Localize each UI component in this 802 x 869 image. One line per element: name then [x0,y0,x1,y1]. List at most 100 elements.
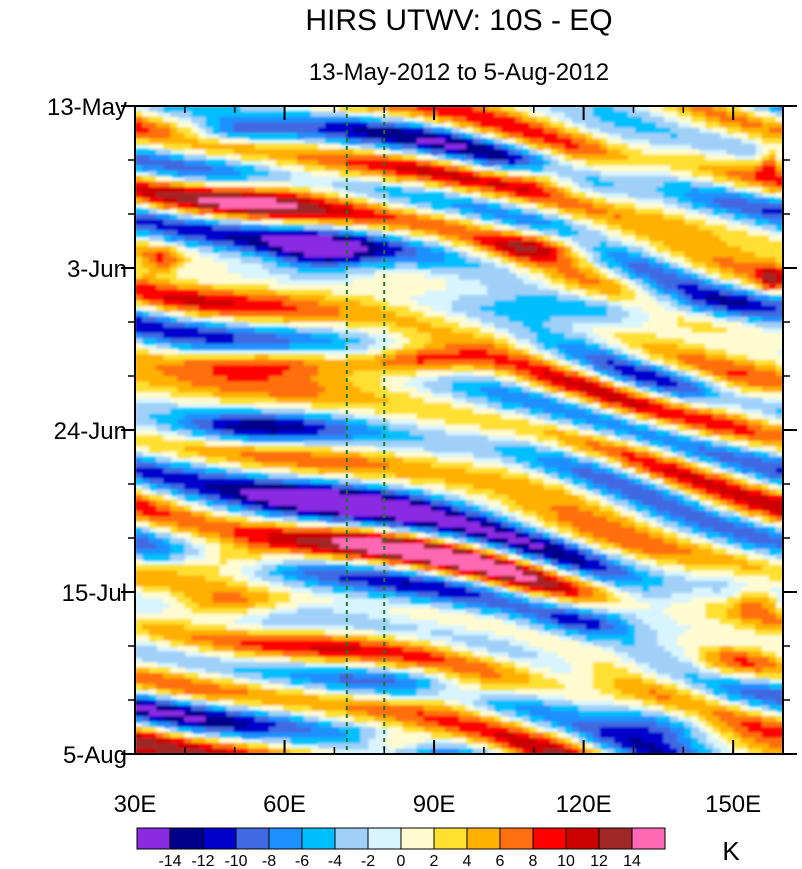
heatmap-cell [747,176,756,183]
heatmap-cell [325,133,334,140]
heatmap-cell [557,332,566,340]
heatmap-cell [381,257,390,264]
heatmap-cell [198,343,207,350]
heatmap-cell [677,349,686,356]
heatmap-cell [670,181,679,188]
heatmap-cell [613,154,622,161]
heatmap-cell [522,376,531,383]
heatmap-cell [226,203,235,210]
heatmap-cell [212,305,221,313]
heatmap-cell [297,154,305,161]
heatmap-cell [494,397,503,404]
heatmap-cell [775,370,783,377]
heatmap-cell [163,106,172,113]
heatmap-cell [282,386,291,394]
heatmap-cell [740,176,749,183]
heatmap-cell [649,176,658,183]
heatmap-cell [346,187,355,194]
heatmap-cell [191,376,200,383]
heatmap-cell [747,197,756,205]
heatmap-cell [332,419,341,426]
heatmap-cell [578,386,587,394]
heatmap-cell [642,154,651,161]
heatmap-cell [621,386,629,394]
heatmap-cell [135,311,143,318]
heatmap-cell [719,424,728,431]
heatmap-cell [423,381,432,388]
heatmap-cell [163,203,172,210]
heatmap-cell [381,176,390,183]
heatmap-cell [374,224,383,232]
heatmap-cell [261,365,270,372]
heatmap-cell [325,419,334,426]
heatmap-cell [656,106,665,113]
heatmap-cell [212,165,221,172]
heatmap-cell [163,170,172,178]
heatmap-cell [205,187,214,194]
heatmap-cell [205,262,214,269]
heatmap-cell [451,170,460,178]
heatmap-cell [557,359,566,367]
heatmap-cell [191,424,200,431]
heatmap-cell [325,106,334,113]
heatmap-cell [367,327,376,334]
heatmap-cell [705,224,714,232]
heatmap-cell [656,289,665,296]
heatmap-cell [621,224,629,232]
heatmap-cell [543,165,552,172]
heatmap-cell [564,376,573,383]
heatmap-cell [494,165,503,172]
heatmap-cell [430,381,439,388]
heatmap-cell [184,154,193,161]
heatmap-cell [360,430,369,437]
heatmap-cell [642,424,651,431]
heatmap-cell [170,203,179,210]
heatmap-cell [621,424,629,431]
heatmap-cell [219,262,228,269]
heatmap-cell [677,116,686,124]
heatmap-cell [304,322,312,329]
heatmap-cell [606,413,615,421]
heatmap-cell [684,165,693,172]
heatmap-cell [571,430,580,437]
heatmap-cell [367,268,376,275]
heatmap-cell [318,165,327,172]
heatmap-cell [599,268,608,275]
heatmap-cell [311,192,320,199]
heatmap-cell [656,181,665,188]
heatmap-cell [705,300,714,307]
heatmap-cell [621,332,629,340]
heatmap-cell [191,289,200,296]
heatmap-cell [191,235,200,242]
heatmap-cell [163,343,172,350]
heatmap-cell [219,419,228,426]
heatmap-cell [212,224,221,232]
heatmap-cell [261,311,270,318]
heatmap-cell [628,354,636,361]
heatmap-cell [367,181,376,188]
heatmap-cell [621,343,629,350]
heatmap-cell [240,338,249,345]
heatmap-cell [388,403,397,410]
heatmap-cell [649,343,658,350]
heatmap-cell [311,430,320,437]
heatmap-cell [747,241,756,248]
heatmap-cell [275,300,284,307]
heatmap-cell [613,268,622,275]
heatmap-cell [219,424,228,431]
heatmap-cell [698,154,707,161]
heatmap-cell [360,419,369,426]
heatmap-cell [578,300,587,307]
heatmap-cell [754,305,763,313]
heatmap-cell [719,289,728,296]
heatmap-cell [177,305,186,313]
heatmap-cell [726,327,735,334]
heatmap-cell [339,338,348,345]
heatmap-cell [564,214,573,221]
heatmap-cell [339,354,348,361]
heatmap-cell [325,230,334,237]
heatmap-cell [212,376,221,383]
heatmap-cell [466,305,474,313]
heatmap-cell [719,170,728,178]
heatmap-cell [621,338,629,345]
